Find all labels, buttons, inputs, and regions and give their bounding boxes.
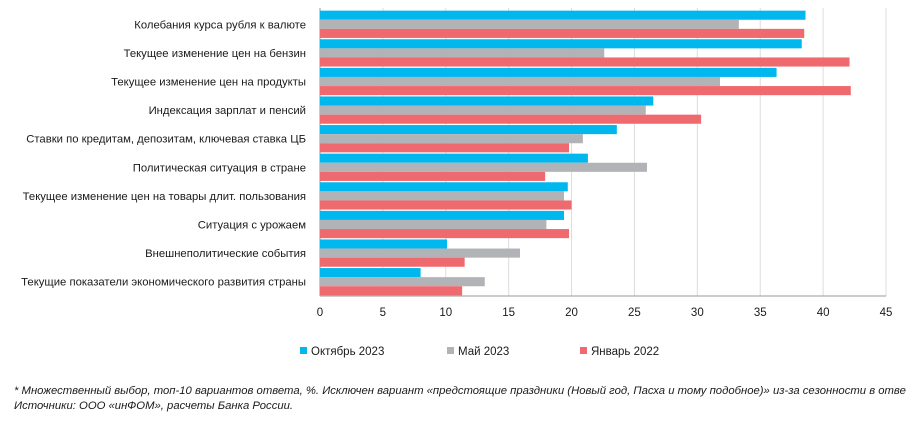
- category-label: Текущее изменение цен на продукты: [111, 77, 306, 89]
- category-labels: Колебания курса рубля к валюте Текущее из…: [21, 19, 306, 288]
- bar: [320, 48, 605, 58]
- category-label: Индексация зарплат и пенсий: [149, 105, 306, 117]
- bar: [320, 182, 568, 192]
- bar: [320, 248, 520, 258]
- category-label: Ставки по кредитам, депозитам, ключевая …: [26, 134, 306, 146]
- bar: [320, 239, 448, 249]
- bars: [320, 10, 851, 296]
- legend-swatch: [580, 347, 587, 354]
- category-label: Политическая ситуация в стране: [133, 162, 306, 174]
- bar: [320, 229, 570, 239]
- bar: [320, 67, 777, 77]
- bar: [320, 10, 806, 20]
- bar: [320, 191, 565, 201]
- x-tick-label: 0: [317, 307, 323, 319]
- bar: [320, 257, 465, 267]
- x-tick-labels: 0 5 10 15 20 25 30 35 40 45: [317, 307, 893, 319]
- x-tick-label: 20: [565, 307, 578, 319]
- x-tick-label: 35: [754, 307, 767, 319]
- bar: [320, 28, 805, 38]
- bar-chart: Колебания курса рубля к валюте Текущее из…: [21, 8, 893, 358]
- bar: [320, 19, 739, 29]
- footnote: * Множественный выбор, топ-10 вариантов …: [14, 384, 906, 414]
- bar: [320, 162, 648, 172]
- x-tick-label: 15: [502, 307, 515, 319]
- bar: [320, 134, 583, 144]
- legend-swatch: [300, 347, 307, 354]
- bar: [320, 125, 617, 135]
- bar: [320, 86, 851, 96]
- bar: [320, 39, 802, 49]
- bar: [320, 286, 463, 296]
- bar: [320, 268, 421, 278]
- bar: [320, 219, 547, 230]
- bar: [320, 200, 572, 210]
- category-label: Текущее изменение цен на товары длит. по…: [23, 191, 306, 203]
- x-tick-label: 10: [439, 307, 452, 319]
- category-label: Текущие показатели экономического развит…: [21, 277, 306, 289]
- bar: [320, 57, 850, 67]
- bar: [320, 210, 565, 220]
- bar: [320, 171, 546, 181]
- x-tick-label: 25: [628, 307, 641, 319]
- legend-label: Январь 2022: [591, 346, 659, 358]
- bar: [320, 153, 588, 163]
- x-tick-label: 40: [817, 307, 830, 319]
- x-tick-label: 5: [380, 307, 386, 319]
- x-tick-label: 45: [880, 307, 893, 319]
- category-label: Колебания курса рубля к валюте: [134, 19, 306, 31]
- legend-swatch: [447, 347, 454, 354]
- legend-label: Октябрь 2023: [311, 346, 384, 358]
- footnote-sources: Источники: ООО «инФОМ», расчеты Банка Ро…: [14, 400, 294, 412]
- legend: Октябрь 2023 Май 2023 Январь 2022: [300, 346, 659, 358]
- category-label: Текущее изменение цен на бензин: [124, 48, 306, 60]
- footnote-note: * Множественный выбор, топ-10 вариантов …: [14, 385, 906, 397]
- bar: [320, 143, 570, 153]
- bar: [320, 105, 646, 115]
- bar: [320, 96, 654, 106]
- legend-label: Май 2023: [458, 346, 509, 358]
- bar: [320, 114, 702, 124]
- bar: [320, 277, 485, 287]
- category-label: Ситуация с урожаем: [198, 220, 306, 232]
- bar: [320, 76, 720, 87]
- category-label: Внешнеполитические события: [145, 248, 306, 260]
- x-tick-label: 30: [691, 307, 704, 319]
